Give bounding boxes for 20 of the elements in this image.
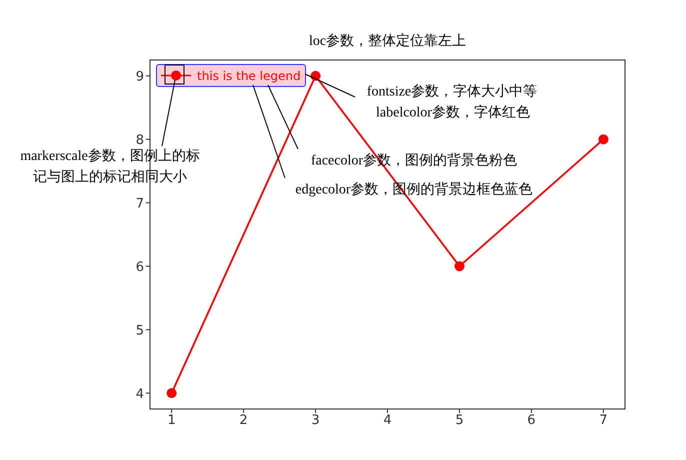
y-tick-label: 5 <box>136 323 144 338</box>
x-tick-label: 7 <box>599 413 608 428</box>
point <box>454 261 464 272</box>
annotation: labelcolor参数，字体红色 <box>376 106 530 120</box>
point <box>166 388 177 398</box>
y-tick-label: 8 <box>136 132 144 148</box>
x-tick-label: 3 <box>311 413 320 428</box>
y-tick-label: 6 <box>136 260 144 275</box>
point <box>598 134 608 144</box>
y-tick-label: 4 <box>136 386 144 402</box>
x-tick-label: 6 <box>527 413 536 428</box>
x-tick-label: 5 <box>455 413 464 428</box>
x-tick-label: 4 <box>383 413 392 428</box>
annotation: fontsize参数，字体大小中等 <box>366 84 538 100</box>
x-tick-label: 2 <box>239 413 248 428</box>
x-tick-label: 1 <box>167 413 176 428</box>
y-tick-label: 7 <box>136 196 144 212</box>
legend-label: this is the legend <box>197 68 301 82</box>
y-tick-label: 9 <box>136 69 144 84</box>
chart-title: loc参数，整体定位靠左上 <box>308 32 468 50</box>
